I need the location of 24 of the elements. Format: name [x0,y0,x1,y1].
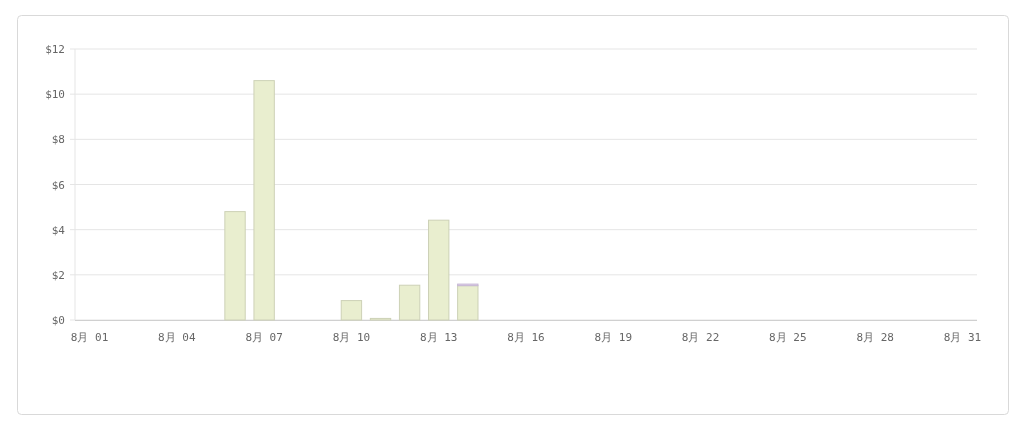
bar [457,285,479,321]
x-tick-label: 8月 22 [681,331,720,344]
bar [224,211,246,321]
y-tick-label: $0 [51,314,65,327]
bar [253,80,275,321]
x-tick-label: 8月 16 [507,331,545,344]
x-tick-label: 8月 19 [594,331,633,344]
x-tick-label: 8月 07 [245,331,283,344]
y-tick-label: $10 [45,88,65,102]
x-tick-label: 8月 25 [769,331,807,344]
bar [340,300,363,321]
x-tick-label: 8月 13 [419,331,458,344]
x-tick-label: 8月 01 [70,331,109,344]
y-tick-label: $4 [51,223,66,237]
y-tick-label: $6 [51,178,65,192]
y-tick-label: $2 [51,268,65,282]
y-tick-label: $12 [45,43,65,56]
y-tick-label: $8 [51,133,65,147]
x-tick-label: 8月 31 [943,331,982,344]
x-tick-label: 8月 10 [332,331,371,344]
x-tick-label: 8月 04 [158,331,196,344]
bar [398,284,421,321]
x-tick-label: 8月 28 [856,331,894,344]
bar [428,219,450,321]
